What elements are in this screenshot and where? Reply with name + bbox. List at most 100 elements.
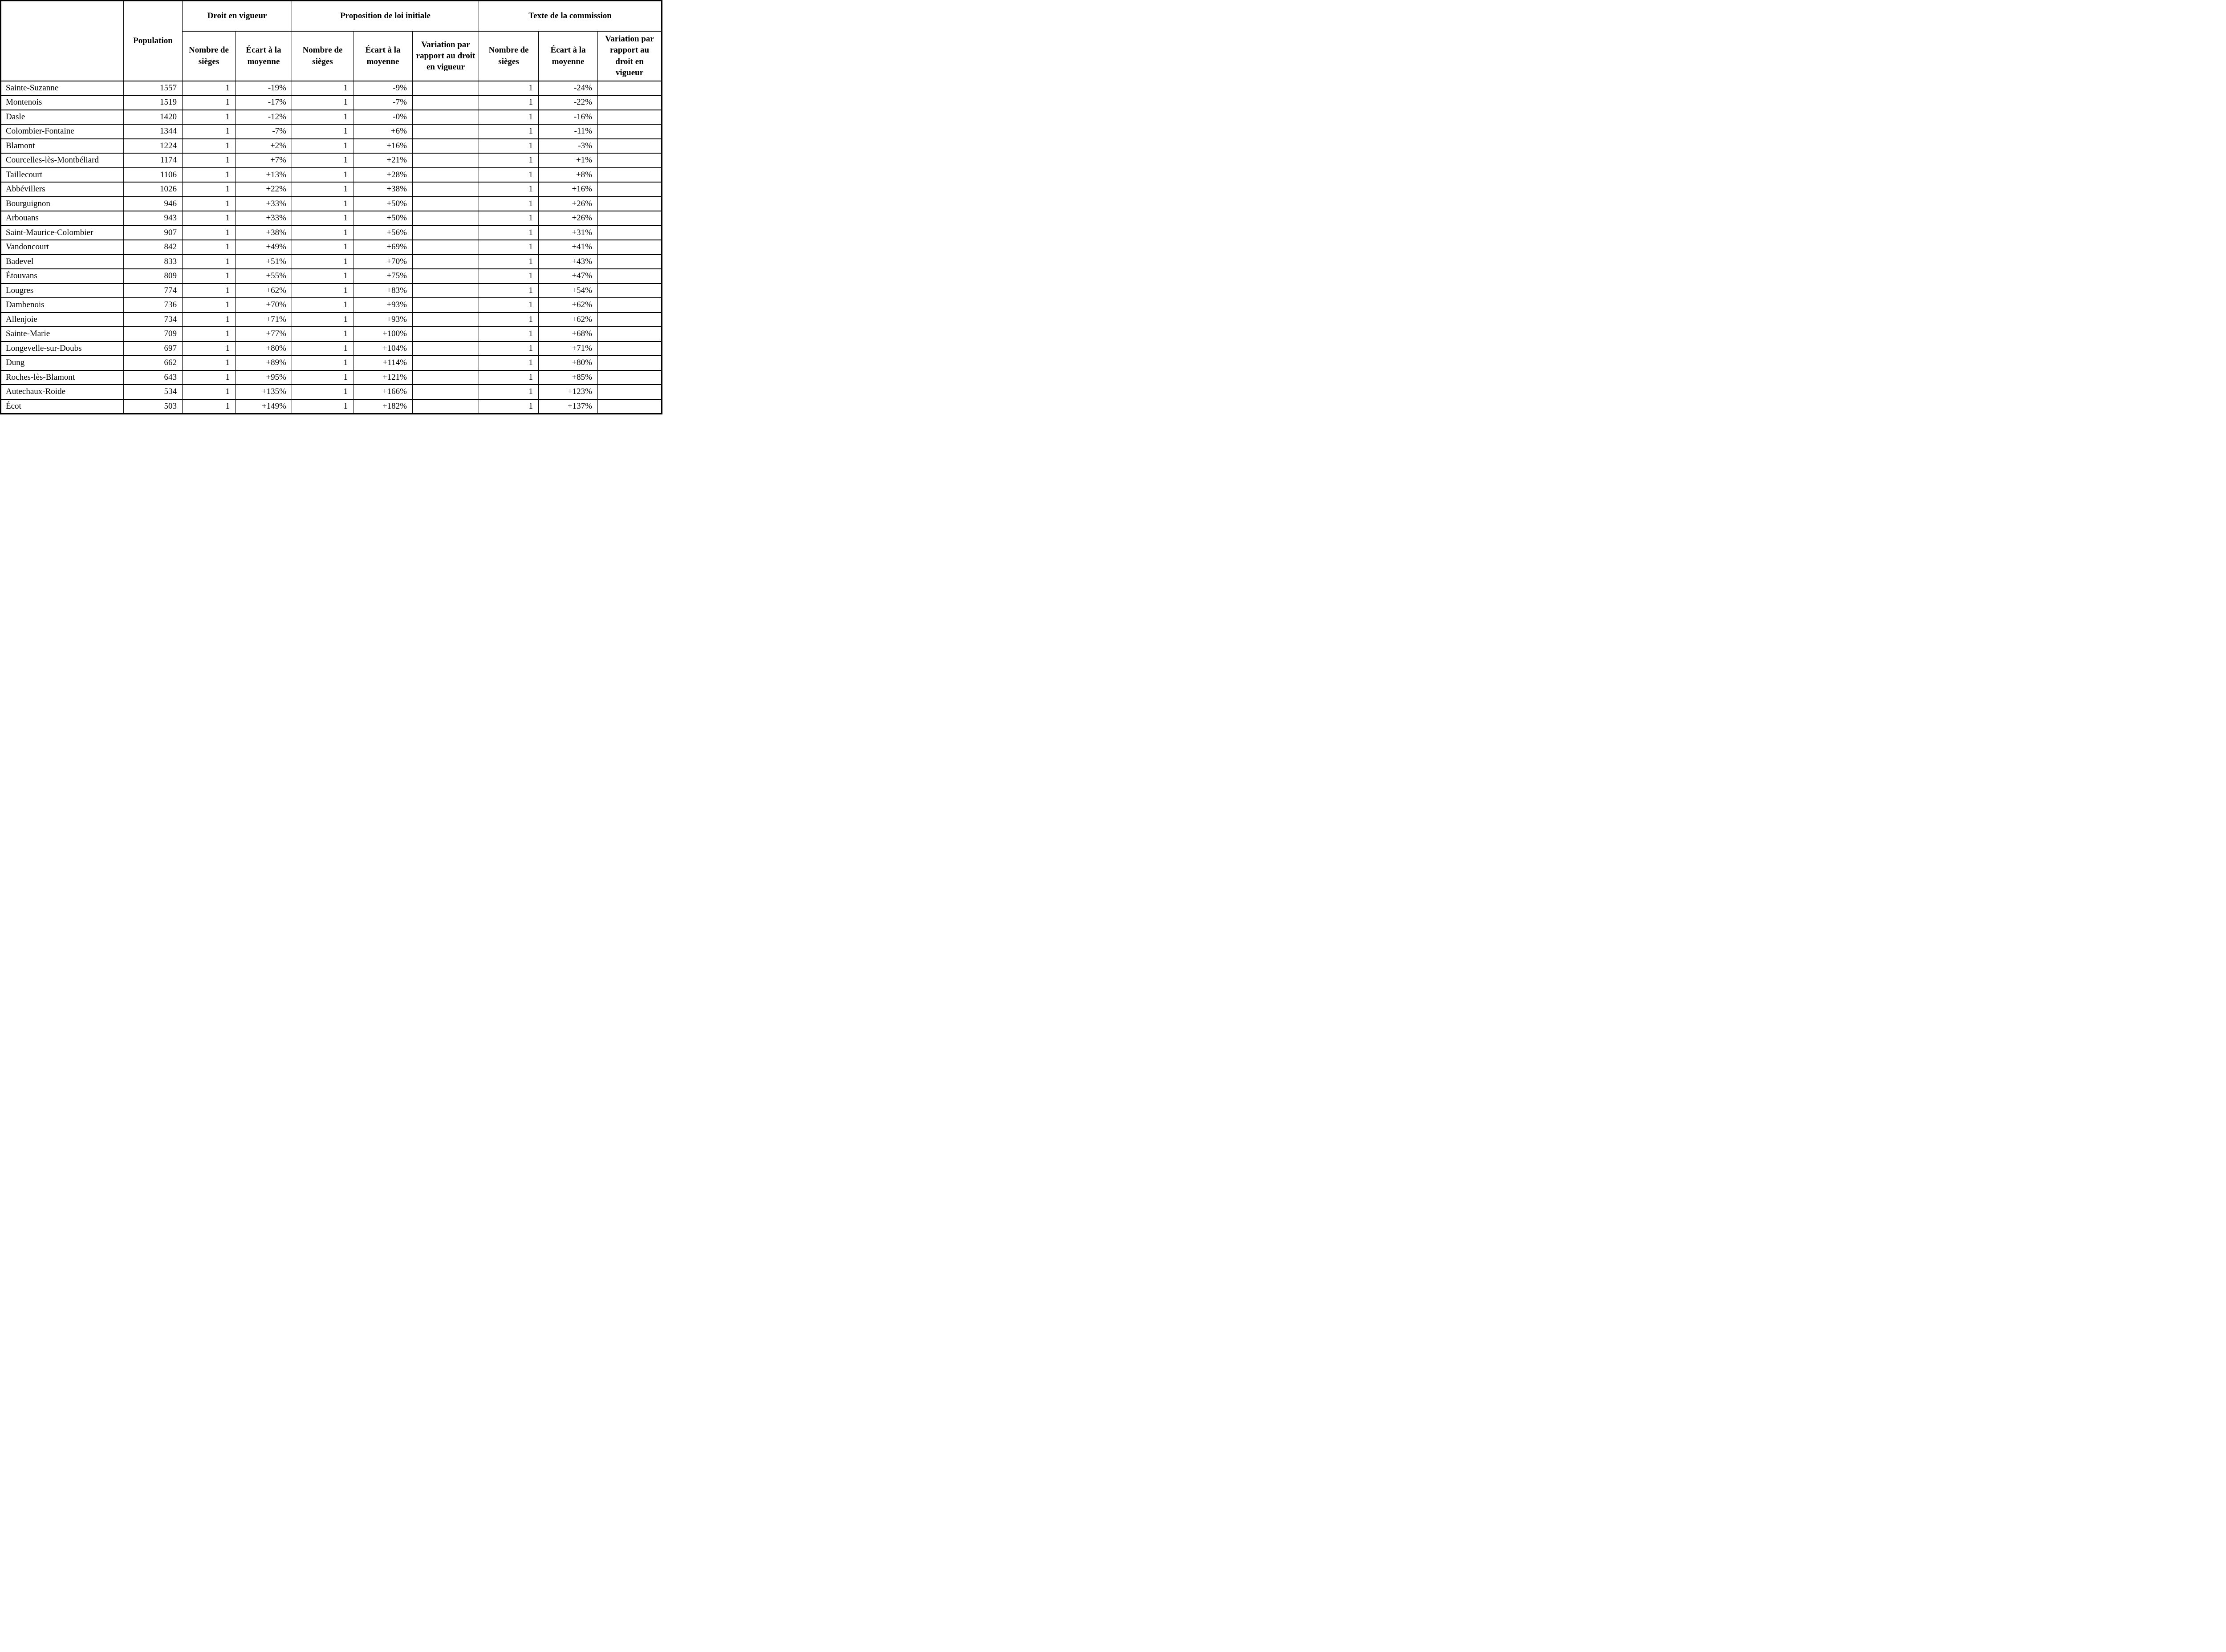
table-row: Lougres 774 1 +62% 1 +83% 1 +54% [0,283,662,298]
commune-name-cell: Allenjoie [0,312,124,327]
proposition-variation-cell [412,369,479,385]
population-cell: 534 [123,384,183,400]
commission-variation-cell [597,254,662,269]
droit-nombre-sieges-cell: 1 [182,268,236,284]
proposition-nombre-sieges-cell: 1 [292,398,354,414]
commune-name-cell: Taillecourt [0,167,124,183]
droit-ecart-moyenne-cell: +38% [235,225,292,240]
proposition-nombre-sieges-cell: 1 [292,341,354,356]
proposition-ecart-moyenne-cell: +166% [353,384,413,400]
commune-name-cell: Colombier-Fontaine [0,124,124,139]
commission-variation-cell [597,109,662,125]
commission-variation-cell [597,182,662,197]
proposition-variation-cell [412,341,479,356]
table-row: Courcelles-lès-Montbéliard 1174 1 +7% 1 +21% 1… [0,153,662,168]
commission-ecart-moyenne-cell: +71% [538,341,598,356]
header-proposition-nombre-sieges: Nombre de sièges [292,30,354,81]
proposition-ecart-moyenne-cell: +121% [353,369,413,385]
proposition-nombre-sieges-cell: 1 [292,196,354,211]
proposition-ecart-moyenne-cell: +69% [353,239,413,255]
commission-ecart-moyenne-cell: -11% [538,124,598,139]
droit-ecart-moyenne-cell: +55% [235,268,292,284]
commune-name-cell: Dambenois [0,297,124,313]
commission-nombre-sieges-cell: 1 [479,211,539,226]
droit-nombre-sieges-cell: 1 [182,341,236,356]
proposition-ecart-moyenne-cell: +70% [353,254,413,269]
droit-ecart-moyenne-cell: +149% [235,398,292,414]
droit-nombre-sieges-cell: 1 [182,254,236,269]
droit-ecart-moyenne-cell: +70% [235,297,292,313]
header-population: Population [123,0,183,81]
table-row: Dung 662 1 +89% 1 +114% 1 +80% [0,355,662,371]
commission-nombre-sieges-cell: 1 [479,355,539,371]
commission-ecart-moyenne-cell: +85% [538,369,598,385]
population-cell: 736 [123,297,183,313]
commission-variation-cell [597,167,662,183]
header-commission-variation: Variation par rapport au droit en vigueu… [597,30,662,81]
population-cell: 643 [123,369,183,385]
proposition-nombre-sieges-cell: 1 [292,124,354,139]
commission-variation-cell [597,138,662,154]
droit-ecart-moyenne-cell: -12% [235,109,292,125]
commune-name-cell: Blamont [0,138,124,154]
proposition-variation-cell [412,211,479,226]
commission-variation-cell [597,312,662,327]
proposition-ecart-moyenne-cell: +28% [353,167,413,183]
droit-nombre-sieges-cell: 1 [182,312,236,327]
table-row: Saint-Maurice-Colombier 907 1 +38% 1 +56% 1 +31… [0,225,662,240]
proposition-nombre-sieges-cell: 1 [292,297,354,313]
commission-nombre-sieges-cell: 1 [479,254,539,269]
commission-ecart-moyenne-cell: +47% [538,268,598,284]
proposition-nombre-sieges-cell: 1 [292,312,354,327]
commission-variation-cell [597,355,662,371]
commission-variation-cell [597,297,662,313]
droit-nombre-sieges-cell: 1 [182,124,236,139]
proposition-nombre-sieges-cell: 1 [292,355,354,371]
commission-ecart-moyenne-cell: +62% [538,312,598,327]
header-group-proposition-loi-initiale: Proposition de loi initiale [292,0,479,32]
droit-ecart-moyenne-cell: +80% [235,341,292,356]
header-sub-row: Nombre de sièges Écart à la moyenne Nomb… [1,30,662,81]
commune-name-cell: Autechaux-Roide [0,384,124,400]
droit-nombre-sieges-cell: 1 [182,138,236,154]
proposition-variation-cell [412,225,479,240]
proposition-variation-cell [412,153,479,168]
proposition-ecart-moyenne-cell: +100% [353,326,413,342]
droit-nombre-sieges-cell: 1 [182,182,236,197]
proposition-ecart-moyenne-cell: +104% [353,341,413,356]
proposition-nombre-sieges-cell: 1 [292,369,354,385]
proposition-nombre-sieges-cell: 1 [292,95,354,110]
proposition-ecart-moyenne-cell: +6% [353,124,413,139]
commission-ecart-moyenne-cell: +26% [538,196,598,211]
table-row: Colombier-Fontaine 1344 1 -7% 1 +6% 1 -11% [0,124,662,139]
droit-ecart-moyenne-cell: +62% [235,283,292,298]
commission-ecart-moyenne-cell: +16% [538,182,598,197]
commission-nombre-sieges-cell: 1 [479,268,539,284]
population-cell: 662 [123,355,183,371]
droit-ecart-moyenne-cell: -7% [235,124,292,139]
proposition-nombre-sieges-cell: 1 [292,239,354,255]
population-cell: 943 [123,211,183,226]
commission-variation-cell [597,268,662,284]
droit-nombre-sieges-cell: 1 [182,283,236,298]
commission-ecart-moyenne-cell: +54% [538,283,598,298]
commission-ecart-moyenne-cell: +1% [538,153,598,168]
proposition-nombre-sieges-cell: 1 [292,283,354,298]
commission-variation-cell [597,225,662,240]
proposition-ecart-moyenne-cell: -9% [353,80,413,96]
proposition-variation-cell [412,167,479,183]
droit-nombre-sieges-cell: 1 [182,398,236,414]
commission-ecart-moyenne-cell: +8% [538,167,598,183]
proposition-nombre-sieges-cell: 1 [292,225,354,240]
commission-variation-cell [597,369,662,385]
population-cell: 1519 [123,95,183,110]
commission-ecart-moyenne-cell: +123% [538,384,598,400]
droit-ecart-moyenne-cell: +71% [235,312,292,327]
population-cell: 842 [123,239,183,255]
commission-nombre-sieges-cell: 1 [479,80,539,96]
commission-variation-cell [597,239,662,255]
proposition-variation-cell [412,326,479,342]
population-cell: 697 [123,341,183,356]
commission-nombre-sieges-cell: 1 [479,398,539,414]
commune-name-cell: Sainte-Marie [0,326,124,342]
